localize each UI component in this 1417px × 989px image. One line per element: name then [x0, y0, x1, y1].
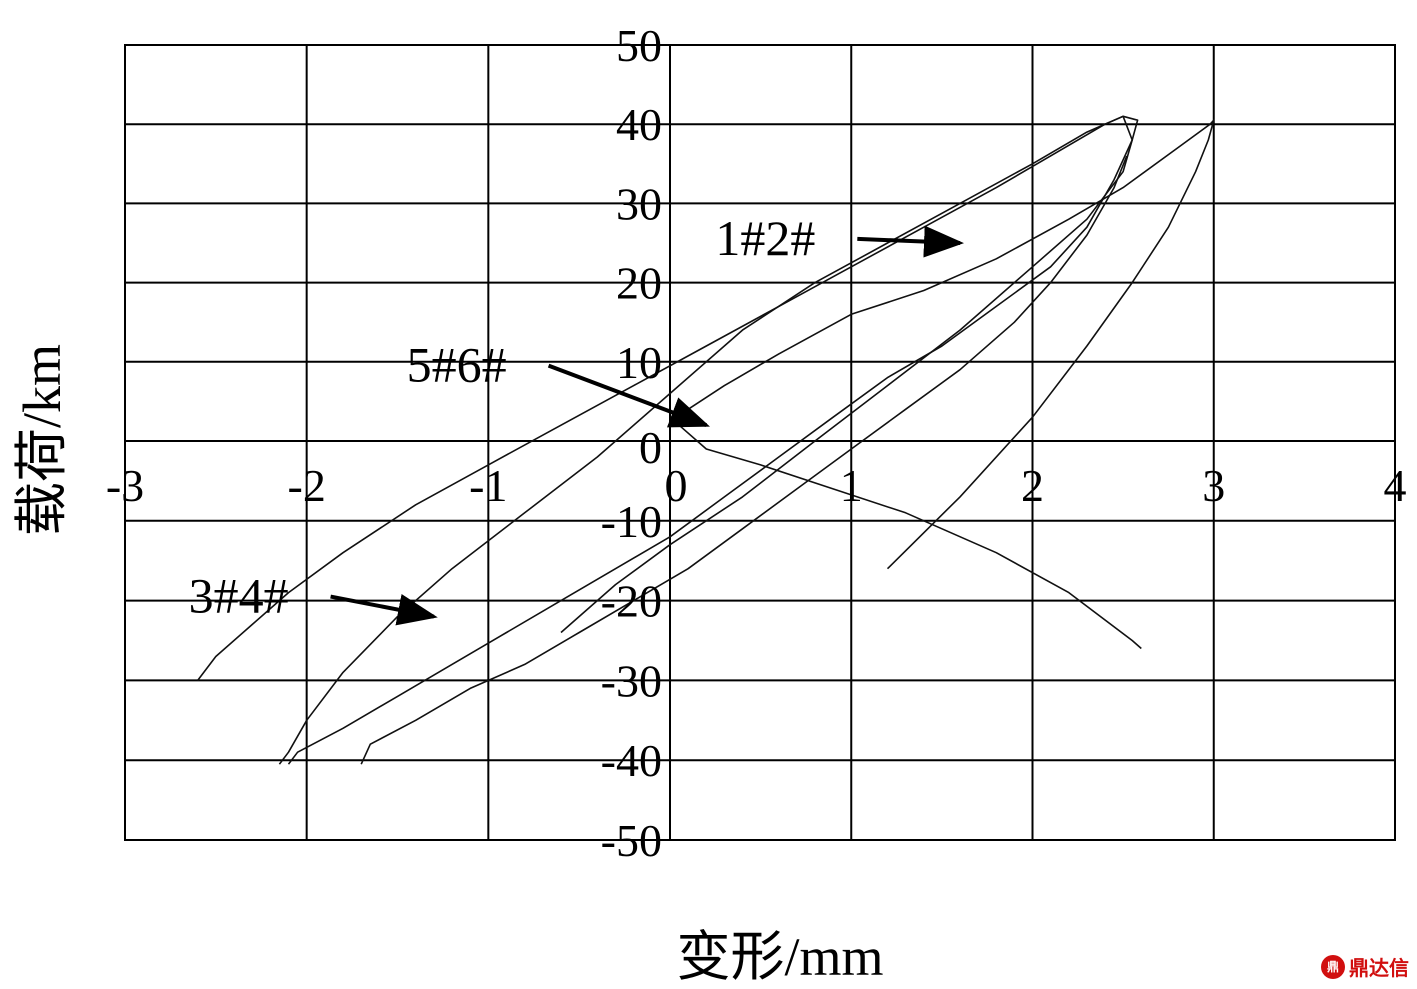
watermark-logo-icon: 鼎	[1321, 954, 1345, 979]
y-tick-label: 40	[616, 99, 662, 150]
y-tick-label: -30	[601, 655, 662, 706]
plot-frame	[124, 44, 1396, 841]
x-tick-label: 2	[1021, 460, 1044, 511]
x-tick-label: 0	[665, 460, 688, 511]
x-axis-label: 变形/mm	[676, 927, 883, 987]
x-tick-label: -2	[288, 460, 326, 511]
annotation-label: 3#4#	[189, 568, 289, 624]
series-line-2	[197, 115, 1133, 681]
y-tick-label: 50	[616, 20, 662, 71]
x-tick-label: 1	[840, 460, 863, 511]
y-tick-label: 20	[616, 258, 662, 309]
y-tick-label: 0	[639, 422, 662, 473]
y-tick-label: 30	[616, 178, 662, 229]
y-tick-label: -50	[601, 815, 662, 866]
annotation-label: 5#6#	[407, 337, 507, 393]
x-tick-label: 4	[1384, 460, 1407, 511]
annotation-arrow	[857, 225, 964, 258]
x-tick-label: -3	[106, 460, 144, 511]
curves	[197, 115, 1215, 765]
x-tick-label: -1	[469, 460, 507, 511]
y-axis-label: 载荷/km	[12, 344, 72, 536]
annotation-arrow	[547, 363, 710, 428]
watermark-text: 鼎达信	[1349, 956, 1409, 980]
watermark: 鼎 鼎达信	[1321, 952, 1409, 981]
series-line-1	[678, 119, 1215, 650]
series-line-4	[360, 155, 1128, 765]
y-tick-label: 10	[616, 337, 662, 388]
grid-lines	[124, 44, 1396, 841]
y-tick-label: -20	[601, 576, 662, 627]
annotations: 1#2# 5#6# 3#4#	[189, 210, 964, 626]
annotation-label: 1#2#	[715, 210, 815, 266]
x-tick-label: 3	[1202, 460, 1225, 511]
annotation-arrow	[330, 594, 438, 626]
y-tick-label: -40	[601, 735, 662, 786]
y-tick-label: -10	[601, 496, 662, 547]
series-line-3	[278, 115, 1139, 765]
